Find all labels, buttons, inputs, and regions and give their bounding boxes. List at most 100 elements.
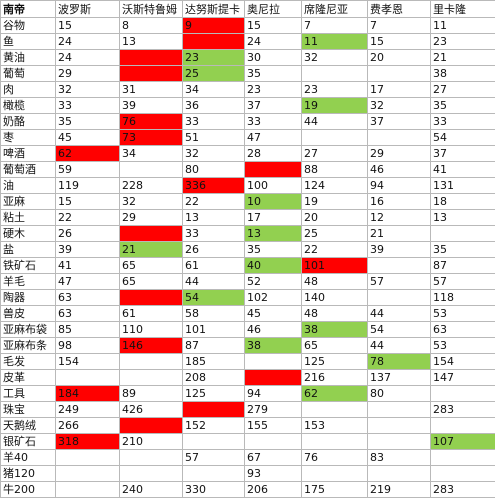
table-cell[interactable]: 266 — [55, 417, 120, 434]
row-label[interactable]: 天鹅绒 — [0, 417, 56, 434]
row-label[interactable]: 葡萄 — [0, 65, 56, 82]
table-cell[interactable]: 23 — [301, 81, 368, 98]
table-cell[interactable]: 240 — [119, 481, 183, 498]
row-label[interactable]: 羊40 — [0, 449, 56, 466]
table-cell[interactable]: 11 — [430, 17, 495, 34]
table-cell[interactable]: 101 — [182, 321, 245, 338]
table-cell[interactable] — [430, 417, 495, 434]
highlighted-cell-green[interactable]: 23 — [182, 49, 245, 66]
highlighted-cell-green[interactable]: 38 — [244, 337, 302, 354]
highlighted-cell-red[interactable]: 9 — [182, 17, 245, 34]
table-cell[interactable]: 87 — [182, 337, 245, 354]
column-header-feixiaoen[interactable]: 费孝恩 — [367, 0, 431, 18]
table-cell[interactable]: 13 — [119, 33, 183, 50]
row-label[interactable]: 粘土 — [0, 209, 56, 226]
table-cell[interactable]: 37 — [367, 113, 431, 130]
column-header-borosi[interactable]: 波罗斯 — [55, 0, 120, 18]
table-cell[interactable]: 35 — [244, 241, 302, 258]
row-label[interactable]: 毛发 — [0, 353, 56, 370]
table-cell[interactable]: 118 — [430, 289, 495, 306]
table-cell[interactable]: 279 — [244, 401, 302, 418]
table-cell[interactable]: 15 — [244, 17, 302, 34]
row-label[interactable]: 珠宝 — [0, 401, 56, 418]
table-cell[interactable]: 76 — [301, 449, 368, 466]
table-cell[interactable]: 17 — [244, 209, 302, 226]
highlighted-cell-green[interactable]: 21 — [119, 241, 183, 258]
table-cell[interactable]: 88 — [301, 161, 368, 178]
table-cell[interactable] — [430, 225, 495, 242]
table-cell[interactable]: 21 — [367, 225, 431, 242]
table-cell[interactable] — [55, 481, 120, 498]
table-cell[interactable]: 53 — [430, 337, 495, 354]
table-cell[interactable]: 36 — [182, 97, 245, 114]
table-cell[interactable]: 54 — [367, 321, 431, 338]
table-cell[interactable]: 32 — [55, 81, 120, 98]
row-label[interactable]: 葡萄酒 — [0, 161, 56, 178]
table-cell[interactable]: 13 — [430, 209, 495, 226]
table-cell[interactable]: 23 — [244, 81, 302, 98]
highlighted-cell-red[interactable] — [119, 225, 183, 242]
table-cell[interactable]: 32 — [367, 97, 431, 114]
table-cell[interactable]: 219 — [367, 481, 431, 498]
table-cell[interactable]: 54 — [430, 129, 495, 146]
row-label[interactable]: 猪120 — [0, 465, 56, 482]
table-cell[interactable] — [55, 465, 120, 482]
table-cell[interactable]: 100 — [244, 177, 302, 194]
table-cell[interactable]: 110 — [119, 321, 183, 338]
table-cell[interactable]: 35 — [430, 97, 495, 114]
table-cell[interactable] — [430, 449, 495, 466]
table-cell[interactable]: 57 — [182, 449, 245, 466]
table-cell[interactable]: 18 — [430, 193, 495, 210]
table-cell[interactable]: 29 — [119, 209, 183, 226]
table-cell[interactable]: 34 — [182, 81, 245, 98]
highlighted-cell-red[interactable]: 318 — [55, 433, 120, 450]
highlighted-cell-red[interactable] — [119, 417, 183, 434]
row-label[interactable]: 陶器 — [0, 289, 56, 306]
table-cell[interactable]: 155 — [244, 417, 302, 434]
table-cell[interactable]: 15 — [367, 33, 431, 50]
table-cell[interactable]: 57 — [430, 273, 495, 290]
table-cell[interactable]: 20 — [301, 209, 368, 226]
table-cell[interactable]: 249 — [55, 401, 120, 418]
table-cell[interactable]: 24 — [244, 33, 302, 50]
table-cell[interactable]: 63 — [55, 305, 120, 322]
table-cell[interactable] — [430, 385, 495, 402]
table-cell[interactable]: 35 — [55, 113, 120, 130]
column-header-xilongniya[interactable]: 席隆尼亚 — [301, 0, 368, 18]
table-cell[interactable] — [367, 129, 431, 146]
column-header-danusitika[interactable]: 达努斯提卡 — [182, 0, 245, 18]
table-cell[interactable]: 13 — [182, 209, 245, 226]
table-cell[interactable]: 87 — [430, 257, 495, 274]
highlighted-cell-green[interactable]: 19 — [301, 97, 368, 114]
table-cell[interactable] — [244, 353, 302, 370]
highlighted-cell-red[interactable] — [182, 401, 245, 418]
table-cell[interactable]: 27 — [301, 145, 368, 162]
table-cell[interactable]: 119 — [55, 177, 120, 194]
table-cell[interactable] — [301, 433, 368, 450]
row-label[interactable]: 皮革 — [0, 369, 56, 386]
table-cell[interactable]: 29 — [55, 65, 120, 82]
table-cell[interactable]: 63 — [55, 289, 120, 306]
table-cell[interactable]: 29 — [367, 145, 431, 162]
table-cell[interactable]: 61 — [119, 305, 183, 322]
table-cell[interactable]: 53 — [430, 305, 495, 322]
table-cell[interactable]: 44 — [367, 337, 431, 354]
table-cell[interactable]: 35 — [430, 241, 495, 258]
table-cell[interactable] — [244, 433, 302, 450]
column-header-likalong[interactable]: 里卡隆 — [430, 0, 495, 18]
table-cell[interactable]: 22 — [182, 193, 245, 210]
highlighted-cell-green[interactable]: 11 — [301, 33, 368, 50]
table-cell[interactable]: 175 — [301, 481, 368, 498]
table-cell[interactable]: 65 — [301, 337, 368, 354]
table-cell[interactable]: 283 — [430, 401, 495, 418]
table-cell[interactable]: 147 — [430, 369, 495, 386]
table-cell[interactable]: 125 — [301, 353, 368, 370]
table-cell[interactable]: 131 — [430, 177, 495, 194]
highlighted-cell-red[interactable]: 76 — [119, 113, 183, 130]
table-cell[interactable]: 102 — [244, 289, 302, 306]
table-cell[interactable]: 210 — [119, 433, 183, 450]
table-cell[interactable]: 21 — [430, 49, 495, 66]
table-cell[interactable]: 32 — [119, 193, 183, 210]
table-cell[interactable]: 15 — [55, 17, 120, 34]
table-cell[interactable] — [119, 161, 183, 178]
